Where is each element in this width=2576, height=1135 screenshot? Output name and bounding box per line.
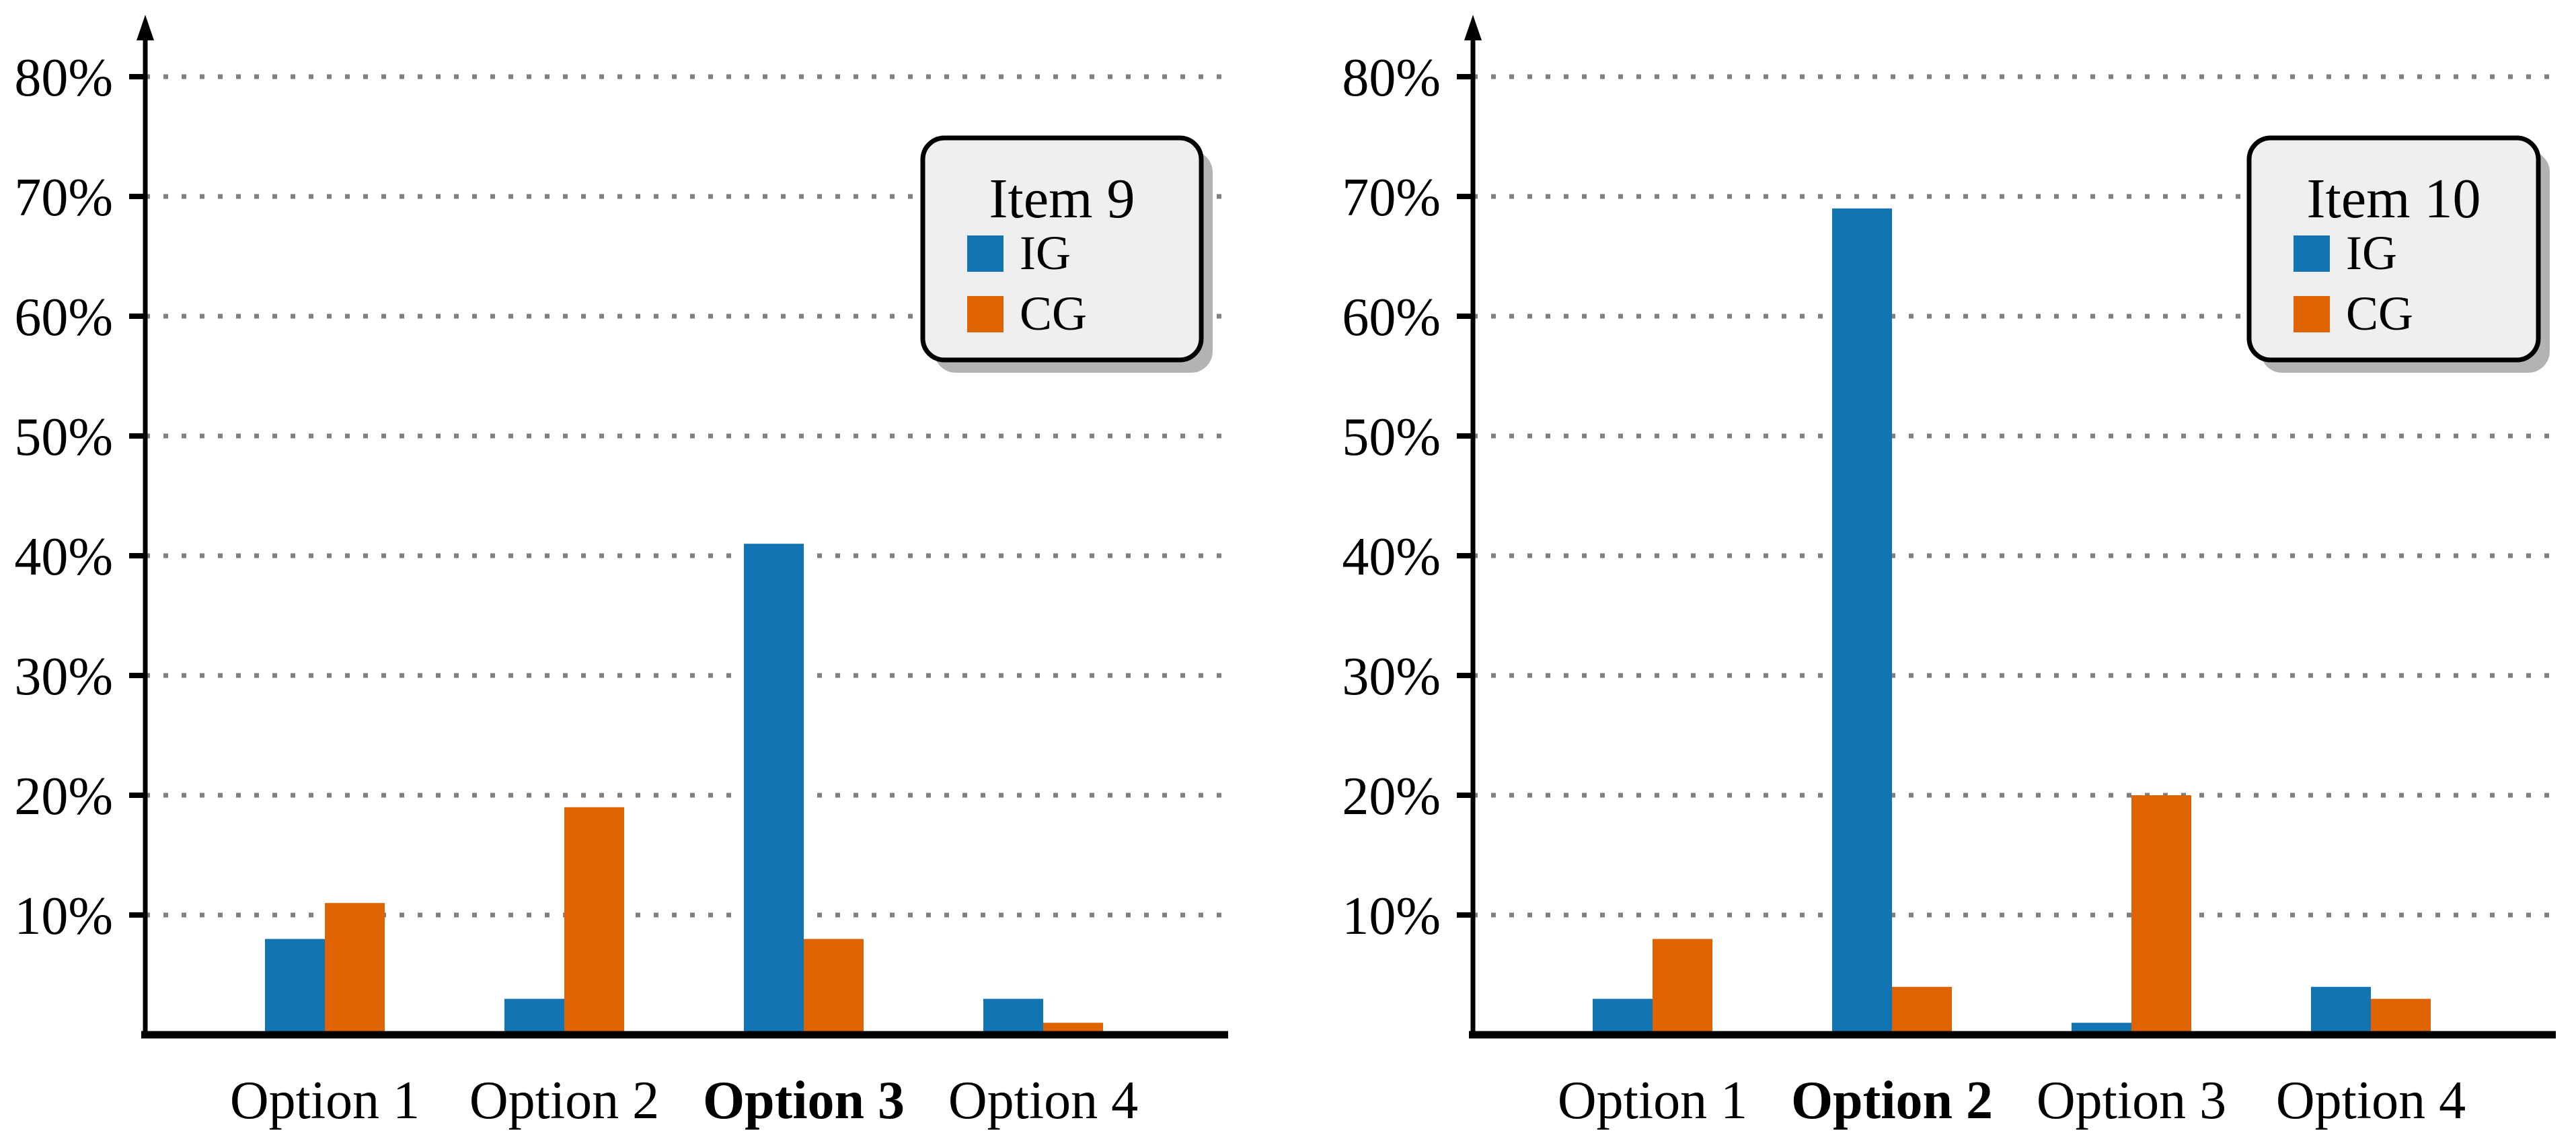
- bar-ig-option-4: [983, 998, 1043, 1035]
- bar-cg-option-1: [1653, 939, 1712, 1035]
- y-tick-label-10: 10%: [1342, 887, 1441, 946]
- chart-item-9: 10% 20% 30% 40% 50% 60% 70% 80% Option 1 Option 2…: [14, 15, 1228, 1130]
- bar-cg-option-4: [2371, 998, 2431, 1035]
- y-tick-label-70: 70%: [1342, 168, 1441, 227]
- y-tick-label-80: 80%: [1342, 48, 1441, 108]
- x-label-option-4: Option 4: [948, 1071, 1138, 1130]
- x-label-option-3: Option 3: [703, 1071, 905, 1130]
- y-tick-label-30: 30%: [14, 647, 113, 706]
- legend-label-cg: CG: [1020, 287, 1087, 340]
- x-label-option-3: Option 3: [2037, 1071, 2226, 1130]
- y-tick-label-40: 40%: [14, 527, 113, 587]
- bar-ig-option-2: [504, 998, 564, 1035]
- y-tick-label-50: 50%: [14, 408, 113, 467]
- legend-swatch-ig: [967, 235, 1003, 272]
- y-axis-arrow: [137, 15, 154, 40]
- y-tick-label-30: 30%: [1342, 647, 1441, 706]
- chart-item-10: 10% 20% 30% 40% 50% 60% 70% 80% Option 1 Option 2…: [1342, 15, 2556, 1130]
- y-tick-label-40: 40%: [1342, 527, 1441, 587]
- legend-swatch-cg: [967, 296, 1003, 332]
- y-tick-label-70: 70%: [14, 168, 113, 227]
- y-tick-label-80: 80%: [14, 48, 113, 108]
- legend-title: Item 10: [2307, 168, 2481, 230]
- x-label-option-1: Option 1: [1558, 1071, 1747, 1130]
- bar-cg-option-2: [1892, 986, 1952, 1035]
- bar-cg-option-2: [564, 807, 624, 1035]
- bar-ig-option-3: [744, 544, 804, 1035]
- y-tick-label-10: 10%: [14, 887, 113, 946]
- x-label-option-1: Option 1: [230, 1071, 420, 1130]
- legend-swatch-cg: [2294, 296, 2330, 332]
- bar-ig-option-4: [2311, 986, 2371, 1035]
- y-tick-label-20: 20%: [14, 767, 113, 826]
- x-label-option-2: Option 2: [1791, 1071, 1993, 1130]
- y-tick-label-60: 60%: [1342, 288, 1441, 347]
- y-tick-label-20: 20%: [1342, 767, 1441, 826]
- legend-label-ig: IG: [1020, 226, 1071, 280]
- bar-cg-option-1: [325, 903, 385, 1035]
- legend-title: Item 9: [989, 168, 1135, 230]
- y-axis-arrow: [1464, 15, 1482, 40]
- bar-ig-option-2: [1832, 208, 1892, 1035]
- y-tick-label-50: 50%: [1342, 408, 1441, 467]
- x-label-option-2: Option 2: [469, 1071, 659, 1130]
- legend-label-cg: CG: [2346, 287, 2413, 340]
- bar-ig-option-1: [1593, 998, 1653, 1035]
- x-label-option-4: Option 4: [2276, 1071, 2466, 1130]
- bar-ig-option-1: [265, 939, 325, 1035]
- legend-label-ig: IG: [2346, 226, 2397, 280]
- bar-cg-option-3: [804, 939, 864, 1035]
- bar-cg-option-3: [2131, 795, 2191, 1035]
- legend-swatch-ig: [2294, 235, 2330, 272]
- y-tick-label-60: 60%: [14, 288, 113, 347]
- legend-item-9: Item 9IG CG: [920, 135, 1213, 373]
